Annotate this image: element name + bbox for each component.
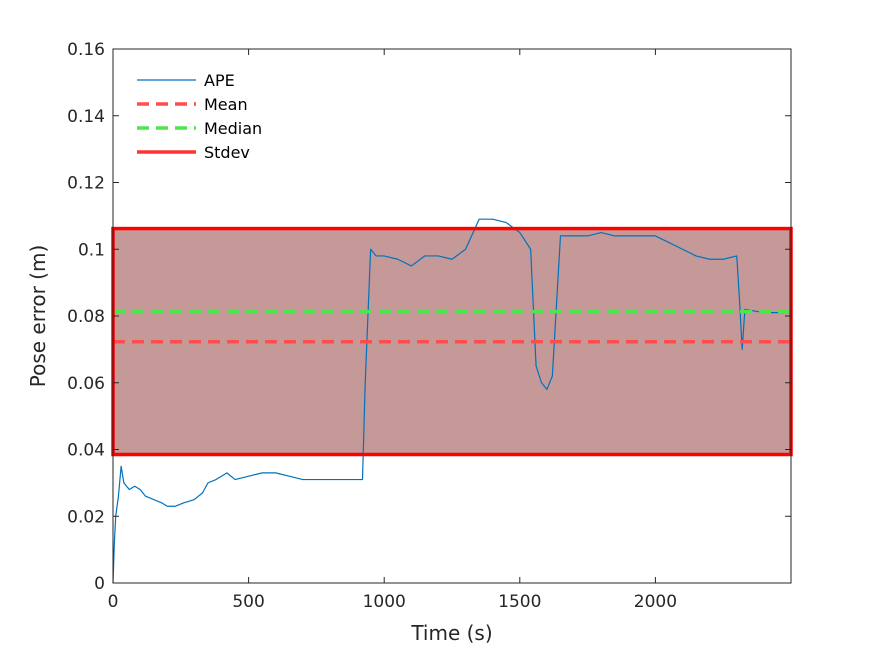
x-tick-label: 1500 <box>498 592 541 612</box>
y-axis-label: Pose error (m) <box>26 245 50 388</box>
x-tick-label: 0 <box>108 592 119 612</box>
y-tick-label: 0.04 <box>67 441 105 461</box>
y-tick-label: 0.14 <box>67 107 105 127</box>
legend-item-stdev: Stdev <box>137 143 250 162</box>
axis-labels-layer: Time (s) Pose error (m) <box>26 245 493 645</box>
y-tick-label: 0.16 <box>67 40 105 60</box>
ape-series-layer <box>112 218 791 584</box>
legend-label-stdev: Stdev <box>204 143 250 162</box>
y-tick-label: 0.02 <box>67 507 105 527</box>
y-tick-label: 0.06 <box>67 374 105 394</box>
legend-item-ape: APE <box>137 71 235 90</box>
stdev-band-layer <box>113 228 791 455</box>
stdev-band <box>113 228 791 455</box>
y-tick-label: 0 <box>94 574 105 594</box>
x-tick-label: 500 <box>232 592 264 612</box>
ape-series-line <box>112 218 791 584</box>
legend-item-median: Median <box>137 119 262 138</box>
y-tick-label: 0.08 <box>67 307 105 327</box>
legend-label-ape: APE <box>204 71 235 90</box>
legend: APE Mean Median Stdev <box>137 71 262 162</box>
ticks-layer: 0 500 1000 1500 2000 0 0.02 0.04 0.06 0.08 0.1 0.12… <box>67 40 791 612</box>
y-tick-label: 0.12 <box>67 174 105 194</box>
legend-label-mean: Mean <box>204 95 248 114</box>
legend-label-median: Median <box>204 119 262 138</box>
y-tick-label: 0.1 <box>78 240 105 260</box>
x-tick-label: 2000 <box>634 592 677 612</box>
x-axis-label: Time (s) <box>410 621 492 645</box>
x-tick-label: 1000 <box>363 592 406 612</box>
legend-item-mean: Mean <box>137 95 248 114</box>
